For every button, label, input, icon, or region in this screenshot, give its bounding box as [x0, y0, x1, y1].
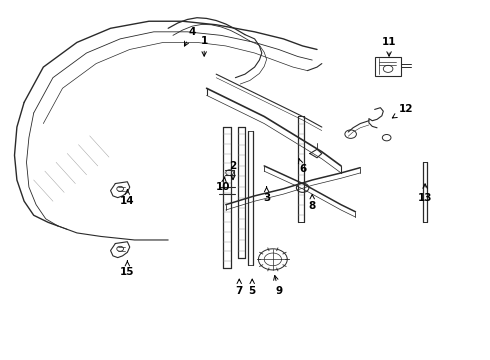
Text: 7: 7 — [236, 279, 243, 296]
Text: 11: 11 — [382, 37, 396, 56]
Text: 8: 8 — [309, 194, 316, 211]
Text: 9: 9 — [273, 275, 282, 296]
Text: 10: 10 — [216, 176, 231, 192]
Text: 13: 13 — [418, 184, 432, 203]
Text: 6: 6 — [298, 159, 306, 174]
Text: 14: 14 — [120, 190, 135, 206]
Text: 5: 5 — [248, 279, 256, 296]
Text: 1: 1 — [200, 36, 208, 56]
Text: 12: 12 — [392, 104, 413, 118]
Text: 3: 3 — [263, 187, 270, 203]
Text: 15: 15 — [120, 261, 135, 277]
Text: 4: 4 — [184, 27, 196, 46]
Text: 2: 2 — [229, 161, 237, 180]
